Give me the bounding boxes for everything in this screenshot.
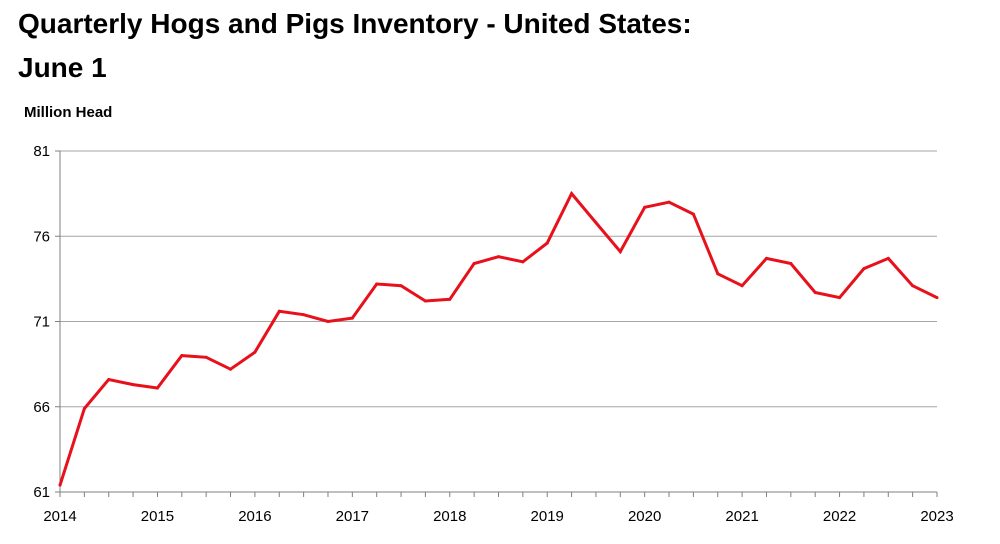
data-point [740, 284, 744, 288]
y-tick-label: 81 [33, 143, 50, 160]
x-tick-label: 2016 [238, 508, 271, 525]
chart-title-line-1: Quarterly Hogs and Pigs Inventory - Unit… [18, 8, 692, 39]
data-point [107, 377, 111, 381]
data-point [448, 297, 452, 301]
data-point [716, 272, 720, 276]
data-point [594, 221, 598, 225]
data-point [399, 284, 403, 288]
y-tick-label: 71 [33, 314, 50, 331]
data-point [935, 296, 939, 300]
data-point [862, 267, 866, 271]
data-point [180, 354, 184, 358]
data-point [838, 296, 842, 300]
data-point [618, 250, 622, 254]
data-point [229, 367, 233, 371]
x-tick-label: 2014 [43, 508, 76, 525]
data-point [472, 262, 476, 266]
data-point [691, 212, 695, 216]
data-point [911, 284, 915, 288]
data-point [545, 241, 549, 245]
data-point [521, 260, 525, 264]
data-point [667, 200, 671, 204]
x-tick-label: 2018 [433, 508, 466, 525]
data-point [277, 309, 281, 313]
data-point [253, 350, 257, 354]
x-tick-label: 2020 [628, 508, 661, 525]
data-point [497, 255, 500, 259]
x-tick-label: 2019 [531, 508, 564, 525]
series-line [58, 190, 938, 486]
data-point [350, 316, 354, 320]
x-tick-label: 2015 [141, 508, 174, 525]
data-point [375, 282, 379, 286]
y-tick-label: 76 [33, 228, 50, 245]
x-tick-label: 2022 [823, 508, 856, 525]
data-point [302, 313, 306, 317]
data-point [886, 256, 890, 260]
y-tick-label: 61 [33, 484, 50, 501]
data-point [570, 192, 574, 196]
data-point [813, 291, 817, 295]
data-point [155, 386, 159, 390]
data-point [643, 205, 647, 209]
data-point [58, 483, 62, 487]
data-point [326, 320, 330, 323]
x-tick-label: 2021 [725, 508, 758, 525]
y-axis-label: Million Head [24, 104, 113, 121]
data-point [764, 256, 768, 260]
data-point [789, 262, 793, 266]
x-tick-label: 2017 [336, 508, 369, 525]
y-tick-label: 66 [33, 399, 50, 416]
data-point [204, 355, 208, 359]
data-point [82, 406, 86, 410]
chart-title-line-2: June 1 [18, 52, 107, 83]
data-point [131, 383, 135, 387]
data-point [423, 299, 427, 303]
chart-title: Quarterly Hogs and Pigs Inventory - Unit… [18, 2, 978, 90]
x-tick-label: 2023 [920, 508, 953, 525]
